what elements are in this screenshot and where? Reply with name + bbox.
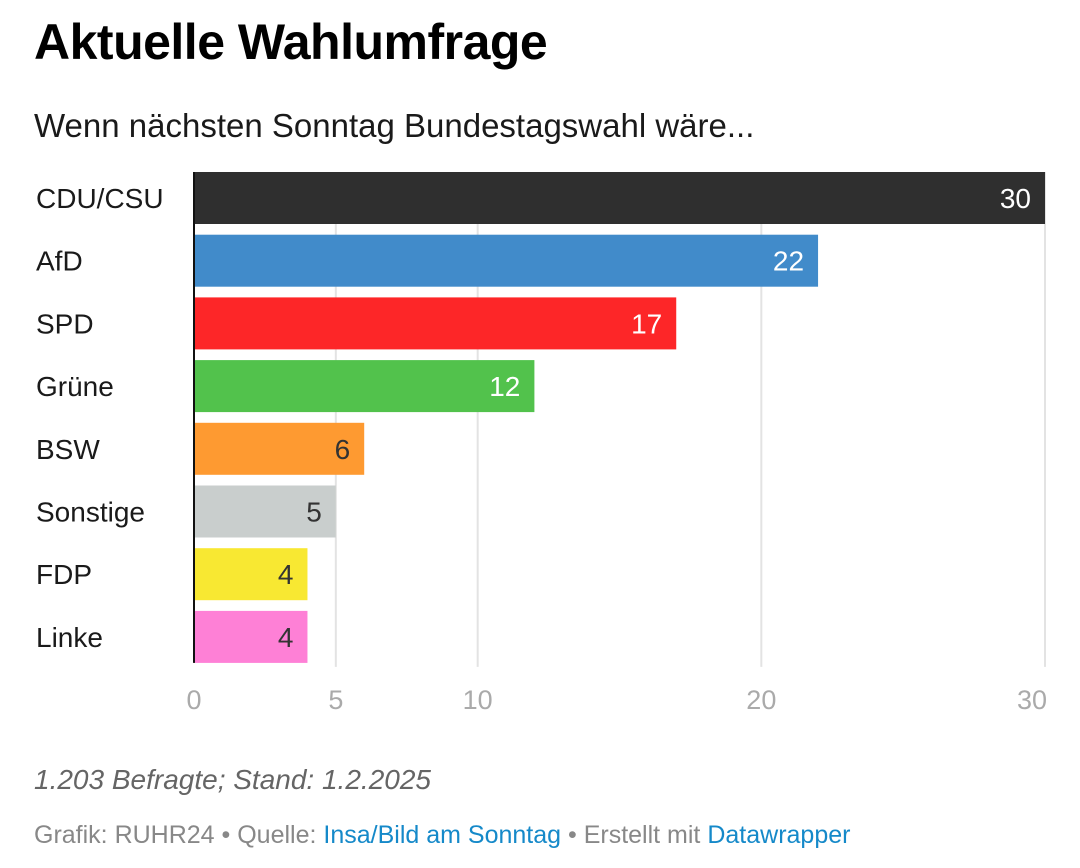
category-label: CDU/CSU	[36, 183, 164, 214]
value-label: 4	[278, 559, 294, 590]
chart-subtitle: Wenn nächsten Sonntag Bundestagswahl wär…	[34, 107, 755, 144]
category-labels: CDU/CSU AfD SPD Grüne BSW Sonstige FDP Linke	[36, 183, 164, 653]
x-axis-tick-labels: 0 5 10 20 30	[186, 685, 1047, 715]
category-label: Grüne	[36, 371, 114, 402]
value-label: 5	[306, 497, 322, 528]
category-label: Linke	[36, 622, 103, 653]
value-label: 12	[489, 371, 520, 402]
value-label: 4	[278, 622, 294, 653]
x-tick-label: 0	[186, 685, 201, 715]
bar-bsw	[194, 422, 365, 475]
chart-footer: Grafik: RUHR24 • Quelle: Insa/Bild am So…	[34, 818, 850, 852]
bar-sonstige	[194, 485, 336, 538]
value-label: 17	[631, 308, 662, 339]
x-tick-label: 20	[746, 685, 776, 715]
datawrapper-link[interactable]: Datawrapper	[707, 821, 851, 849]
value-label: 30	[1000, 183, 1031, 214]
bar-linke	[194, 610, 308, 663]
category-label: AfD	[36, 246, 83, 277]
source-link[interactable]: Insa/Bild am Sonntag	[323, 821, 562, 849]
category-label: BSW	[36, 434, 100, 465]
category-label: SPD	[36, 308, 94, 339]
bar-chart: CDU/CSU AfD SPD Grüne BSW Sonstige FDP Linke 30…	[36, 172, 1047, 715]
bar-spd	[194, 297, 677, 350]
bar-gr-ne	[194, 360, 535, 413]
value-label: 6	[335, 434, 351, 465]
category-label: Sonstige	[36, 497, 145, 528]
chart-title: Aktuelle Wahlumfrage	[34, 14, 548, 70]
bar-cdu-csu	[194, 172, 1045, 224]
x-tick-label: 10	[463, 685, 493, 715]
x-tick-label: 5	[328, 685, 343, 715]
footer-credit-text: Grafik: RUHR24 • Quelle:	[34, 821, 324, 849]
category-label: FDP	[36, 559, 92, 590]
footer-separator-text: • Erstellt mit	[561, 821, 708, 849]
value-label: 22	[773, 246, 804, 277]
chart-note: 1.203 Befragte; Stand: 1.2.2025	[34, 764, 431, 795]
bar-afd	[194, 234, 819, 287]
bar-fdp	[194, 548, 308, 601]
bars	[194, 172, 1045, 663]
x-tick-label: 30	[1017, 685, 1047, 715]
